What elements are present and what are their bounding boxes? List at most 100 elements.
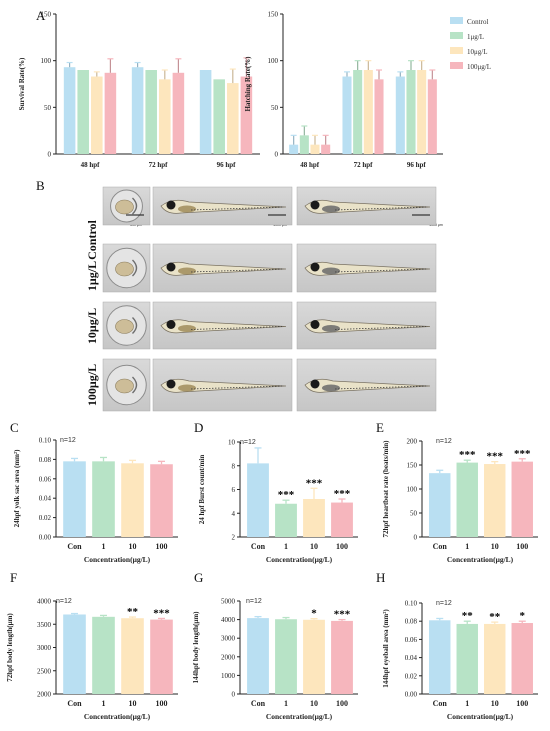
y-tick-label: 0.02 <box>405 672 418 680</box>
panel-label-b: B <box>36 178 45 193</box>
x-axis-title: Concentration(μg/L) <box>266 555 333 564</box>
embryo-yolk <box>115 319 134 334</box>
y-axis-title: 144hpf eyeball area (mm²) <box>382 609 390 688</box>
x-tick-label: 1 <box>284 699 288 708</box>
larva-pigment-line <box>334 385 427 390</box>
significance-marker: *** <box>278 489 295 501</box>
larva-pigment-line <box>334 326 427 330</box>
bar <box>395 76 405 154</box>
legend-label-1: 1μg/L <box>467 33 484 41</box>
photo-row-label-1: 1μg/L <box>85 261 99 291</box>
y-tick-label: 5000 <box>221 598 236 606</box>
larva-pigment-line <box>190 206 283 211</box>
significance-marker: ** <box>127 606 139 618</box>
zebrafish-photo-tile <box>152 358 293 412</box>
x-tick-label: 10 <box>129 699 137 708</box>
bar <box>159 79 171 154</box>
bar <box>104 72 117 154</box>
bar <box>199 70 212 154</box>
bar <box>63 614 86 694</box>
y-tick-label: 0 <box>275 151 279 159</box>
bar <box>303 499 325 537</box>
bar <box>342 76 352 154</box>
bar <box>275 503 297 537</box>
bar <box>321 144 331 154</box>
zebrafish-photo-tile <box>152 243 293 293</box>
y-tick-label: 4000 <box>221 616 236 624</box>
panel-label-f: F <box>10 570 17 585</box>
legend-swatch-1 <box>450 32 463 39</box>
bar <box>145 70 157 154</box>
bar <box>121 463 144 537</box>
larva-eye <box>166 200 176 210</box>
bar <box>247 618 269 694</box>
chart-panel-c: 0.00 0.02 0.04 0.06 0.08 0.10 24hpf yolk sac a… <box>13 437 178 564</box>
bar <box>92 461 115 537</box>
y-axis-title: 24 hpf Burst count/min <box>198 455 206 525</box>
x-tick-label: 1 <box>465 542 469 551</box>
bar <box>172 72 185 154</box>
embryo-yolk <box>115 378 134 394</box>
embryo-yolk <box>115 261 134 277</box>
zebrafish-photo-tile <box>102 243 151 293</box>
bar <box>511 623 533 694</box>
x-tick-label: 100 <box>336 699 348 708</box>
larva-eye <box>310 262 320 272</box>
embryo-body <box>131 317 138 334</box>
legend-swatch-10 <box>450 47 463 54</box>
zebrafish-photo-tile <box>296 358 437 412</box>
y-axis-title: 144hpf body length(μm) <box>192 611 200 684</box>
y-tick-label: 50 <box>271 104 279 112</box>
significance-marker: *** <box>487 451 504 463</box>
bar <box>227 83 239 154</box>
significance-marker: *** <box>306 477 323 489</box>
y-tick-label: 0.04 <box>405 654 418 662</box>
panel-label-g: G <box>194 570 203 585</box>
y-tick-label: 2000 <box>221 653 236 661</box>
y-tick-label: 0 <box>414 534 418 542</box>
x-tick-label: 10 <box>491 699 499 708</box>
larva-yolk <box>178 267 196 275</box>
chart-panel-d: 2 4 6 8 10 24 hpf Burst count/min n=12 Con *** 1 *… <box>198 439 358 564</box>
y-tick-label: 100 <box>407 486 418 494</box>
bar <box>247 463 269 537</box>
significance-marker: ** <box>489 611 501 623</box>
significance-marker: *** <box>334 488 351 500</box>
x-axis-title: Concentration(μg/L) <box>447 555 514 564</box>
sample-size-label: n=12 <box>436 438 452 445</box>
larva-pigment-line <box>334 206 427 211</box>
x-tick-label: 1 <box>465 699 469 708</box>
y-tick-label: 50 <box>44 104 52 112</box>
larva-eye <box>166 379 176 389</box>
x-tick-label: Con <box>433 699 448 708</box>
y-axis-title: 72hpf heartbeat rate (beats/min) <box>382 440 390 538</box>
larva-yolk <box>322 325 340 332</box>
photo-row-label-control: Control <box>85 219 99 259</box>
x-tick-label: 48 hpf <box>81 161 101 169</box>
bar <box>429 620 451 694</box>
x-tick-label: 1 <box>102 699 106 708</box>
x-tick-label: 10 <box>310 542 318 551</box>
larva-yolk <box>178 384 196 392</box>
larva-eye <box>310 200 320 210</box>
bar <box>363 70 373 154</box>
bar <box>92 616 115 694</box>
legend: Control 1μg/L 10μg/L 100μg/L <box>450 17 491 71</box>
zebrafish-photo-tile <box>102 358 151 412</box>
significance-marker: *** <box>459 449 476 461</box>
x-tick-label: 48 hpf <box>300 161 320 169</box>
y-tick-label: 8 <box>232 462 236 470</box>
y-tick-label: 150 <box>407 462 418 470</box>
larva-pigment-line <box>334 268 427 273</box>
x-tick-label: 100 <box>516 542 528 551</box>
y-tick-label: 0 <box>48 151 52 159</box>
bar <box>427 79 437 154</box>
x-tick-label: 10 <box>310 699 318 708</box>
zebrafish-photo-tile <box>152 301 293 350</box>
bar <box>77 70 89 154</box>
x-tick-label: Con <box>251 542 266 551</box>
y-tick-label: 50 <box>410 510 418 518</box>
x-axis-title: Concentration(μg/L) <box>84 712 151 721</box>
panel-label-h: H <box>376 570 385 585</box>
x-tick-label: 100 <box>516 699 528 708</box>
